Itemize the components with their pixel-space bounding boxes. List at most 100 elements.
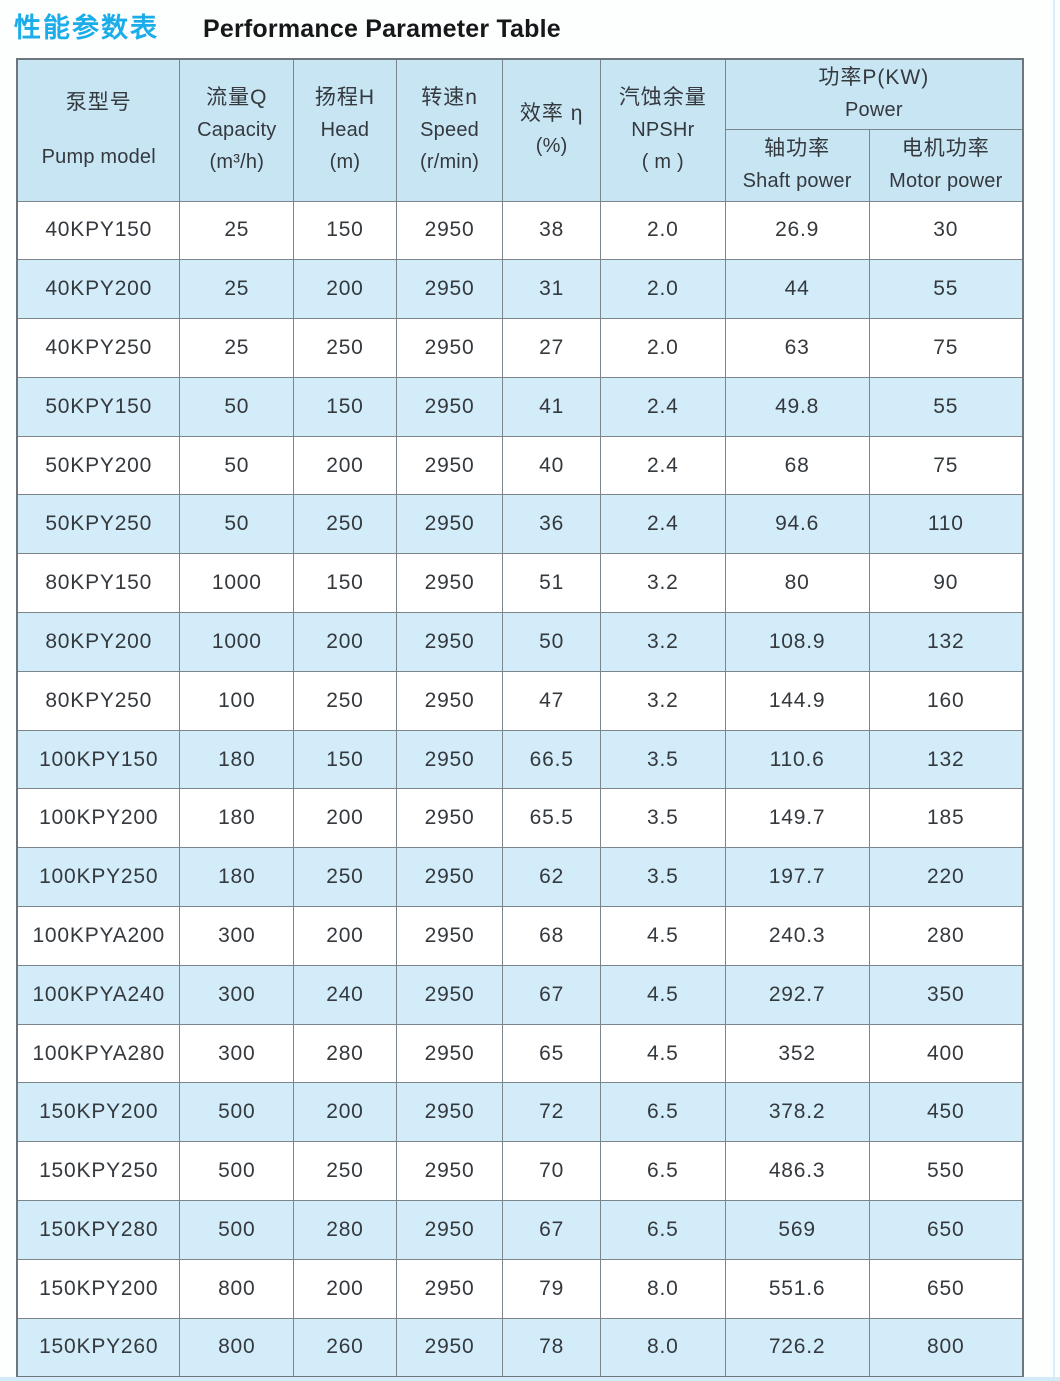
cell-pump_model: 150KPY200 — [16, 1082, 181, 1143]
cell-pump_model: 150KPY280 — [16, 1200, 181, 1260]
table-row: 40KPY150 25 150 2950 38 2.0 26.9 30 — [16, 200, 1024, 261]
cell-shaft_power: 486.3 — [724, 1141, 870, 1202]
cell-npshr: 6.5 — [599, 1200, 726, 1260]
cell-capacity: 300 — [179, 1023, 295, 1084]
cell-npshr: 2.0 — [599, 259, 726, 320]
table-row: 50KPY150 50 150 2950 41 2.4 49.8 55 — [16, 376, 1024, 437]
cell-head: 200 — [293, 1082, 397, 1143]
cell-efficiency: 62 — [502, 847, 601, 908]
cell-speed: 2950 — [395, 259, 504, 320]
cell-speed: 2950 — [395, 612, 504, 672]
cell-pump_model: 40KPY200 — [16, 259, 181, 320]
table-header: 泵型号 Pump model 流量Q Capacity (m³/h) 扬程H H… — [16, 58, 1024, 202]
header-efficiency-unit: (%) — [535, 135, 568, 158]
cell-shaft_power: 352 — [724, 1023, 870, 1084]
cell-shaft_power: 110.6 — [724, 729, 870, 790]
cell-npshr: 4.5 — [599, 906, 726, 966]
cell-head: 250 — [293, 318, 397, 378]
cell-head: 150 — [293, 729, 397, 790]
cell-head: 200 — [293, 1258, 397, 1319]
cell-pump_model: 150KPY250 — [16, 1141, 181, 1202]
header-npshr-en: NPSHr — [631, 119, 695, 142]
cell-shaft_power: 240.3 — [724, 906, 870, 966]
table-row: 100KPY150 180 150 2950 66.5 3.5 110.6 132 — [16, 729, 1024, 790]
header-power-en: Power — [844, 99, 903, 122]
cell-head: 150 — [293, 376, 397, 437]
cell-shaft_power: 197.7 — [724, 847, 870, 908]
table-body: 40KPY150 25 150 2950 38 2.0 26.9 30 40KPY200 25 20… — [16, 200, 1024, 1378]
cell-pump_model: 50KPY200 — [16, 435, 181, 496]
cell-capacity: 500 — [179, 1200, 295, 1260]
header-capacity-unit: (m³/h) — [209, 151, 265, 174]
cell-head: 280 — [293, 1200, 397, 1260]
header-npshr-unit: ( m ) — [641, 151, 684, 174]
header-capacity-zh: 流量Q — [206, 86, 268, 110]
cell-head: 260 — [293, 1317, 397, 1378]
cell-motor_power: 400 — [868, 1023, 1024, 1084]
cell-pump_model: 100KPY250 — [16, 847, 181, 908]
header-head-unit: (m) — [329, 151, 361, 174]
cell-capacity: 25 — [179, 259, 295, 320]
cell-motor_power: 132 — [868, 612, 1024, 672]
cell-npshr: 3.5 — [599, 788, 726, 849]
cell-motor_power: 90 — [868, 553, 1024, 614]
cell-head: 200 — [293, 435, 397, 496]
cell-shaft_power: 378.2 — [724, 1082, 870, 1143]
cell-motor_power: 650 — [868, 1258, 1024, 1319]
cell-efficiency: 40 — [502, 435, 601, 496]
cell-head: 150 — [293, 200, 397, 261]
cell-pump_model: 100KPY150 — [16, 729, 181, 790]
header-row-sub: 轴功率 Shaft power 电机功率 Motor power — [17, 128, 1024, 202]
cell-motor_power: 280 — [868, 906, 1024, 966]
cell-pump_model: 150KPY260 — [16, 1317, 181, 1378]
cell-head: 250 — [293, 1141, 397, 1202]
header-shaft-power: 轴功率 Shaft power — [724, 128, 870, 202]
cell-speed: 2950 — [395, 788, 504, 849]
cell-shaft_power: 68 — [724, 435, 870, 496]
table-row: 150KPY200 500 200 2950 72 6.5 378.2 450 — [16, 1082, 1024, 1143]
cell-npshr: 8.0 — [599, 1317, 726, 1378]
header-row-top: 泵型号 Pump model 流量Q Capacity (m³/h) 扬程H H… — [16, 58, 1024, 202]
cell-head: 200 — [293, 906, 397, 966]
performance-parameter-table: 泵型号 Pump model 流量Q Capacity (m³/h) 扬程H H… — [16, 58, 1024, 1378]
cell-speed: 2950 — [395, 1141, 504, 1202]
cell-head: 250 — [293, 494, 397, 555]
cell-pump_model: 50KPY250 — [16, 494, 181, 555]
table-row: 40KPY200 25 200 2950 31 2.0 44 55 — [16, 259, 1024, 320]
cell-pump_model: 80KPY250 — [16, 670, 181, 731]
cell-speed: 2950 — [395, 847, 504, 908]
cell-pump_model: 40KPY150 — [16, 200, 181, 261]
cell-speed: 2950 — [395, 494, 504, 555]
cell-capacity: 25 — [179, 318, 295, 378]
cell-npshr: 8.0 — [599, 1258, 726, 1319]
table-row: 150KPY250 500 250 2950 70 6.5 486.3 550 — [16, 1141, 1024, 1202]
cell-pump_model: 100KPYA280 — [16, 1023, 181, 1084]
cell-capacity: 50 — [179, 376, 295, 437]
cell-npshr: 6.5 — [599, 1141, 726, 1202]
cell-pump_model: 50KPY150 — [16, 376, 181, 437]
cell-efficiency: 66.5 — [502, 729, 601, 790]
cell-npshr: 2.4 — [599, 376, 726, 437]
header-npshr: 汽蚀余量 NPSHr ( m ) — [599, 58, 726, 202]
header-speed: 转速n Speed (r/min) — [395, 58, 504, 202]
header-pump-model-en: Pump model — [41, 146, 156, 169]
table-row: 100KPY250 180 250 2950 62 3.5 197.7 220 — [16, 847, 1024, 908]
cell-speed: 2950 — [395, 435, 504, 496]
cell-efficiency: 65 — [502, 1023, 601, 1084]
cell-capacity: 1000 — [179, 612, 295, 672]
cell-shaft_power: 63 — [724, 318, 870, 378]
table-row: 50KPY250 50 250 2950 36 2.4 94.6 110 — [16, 494, 1024, 555]
cell-capacity: 180 — [179, 847, 295, 908]
cell-capacity: 300 — [179, 964, 295, 1025]
cell-motor_power: 30 — [868, 200, 1024, 261]
cell-efficiency: 27 — [502, 318, 601, 378]
table-row: 100KPYA280 300 280 2950 65 4.5 352 400 — [16, 1023, 1024, 1084]
cell-npshr: 2.0 — [599, 200, 726, 261]
table-row: 150KPY200 800 200 2950 79 8.0 551.6 650 — [16, 1258, 1024, 1319]
cell-speed: 2950 — [395, 1200, 504, 1260]
cell-efficiency: 38 — [502, 200, 601, 261]
cell-efficiency: 47 — [502, 670, 601, 731]
cell-speed: 2950 — [395, 1023, 504, 1084]
cell-speed: 2950 — [395, 964, 504, 1025]
cell-motor_power: 55 — [868, 259, 1024, 320]
